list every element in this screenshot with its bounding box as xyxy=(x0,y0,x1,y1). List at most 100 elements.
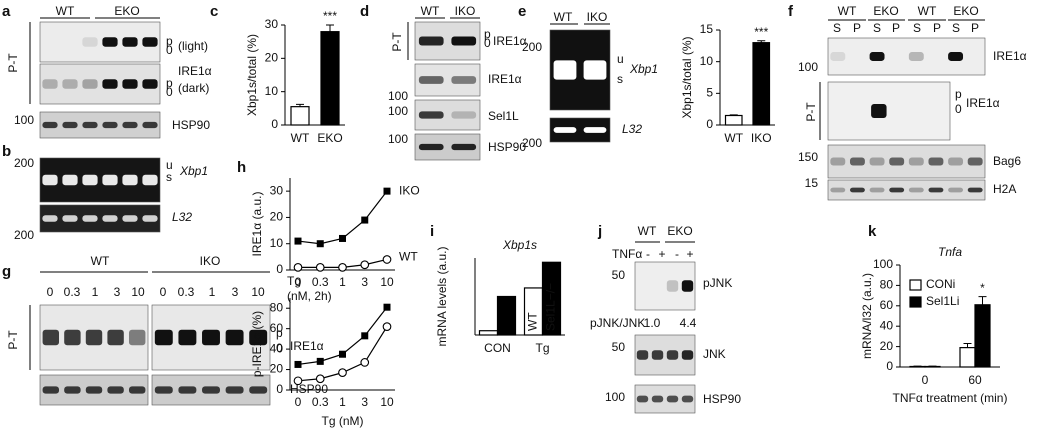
band xyxy=(850,158,865,166)
y-tick-label: 20 xyxy=(265,51,279,65)
blot-label: P-T xyxy=(6,330,20,350)
marker xyxy=(339,351,346,358)
band xyxy=(968,158,983,166)
blot-label: WT xyxy=(554,10,573,24)
blot-label: L32 xyxy=(622,122,642,136)
band xyxy=(830,188,845,193)
blot-label: 100 xyxy=(14,113,34,127)
blot-label: P-T xyxy=(390,32,404,52)
panel-letter: j xyxy=(597,223,602,240)
y-tick-label: 10 xyxy=(700,54,714,68)
band xyxy=(830,158,845,166)
band xyxy=(122,122,137,128)
bar xyxy=(753,43,770,125)
blot-label: Sel1L xyxy=(488,109,519,123)
marker xyxy=(383,256,391,264)
blot-label: 50 xyxy=(612,268,626,282)
blot-label: 100 xyxy=(388,104,408,118)
legend-swatch xyxy=(910,280,921,290)
x-tick-label: CON xyxy=(484,341,511,355)
y-axis-label: mRNA/l32 (a.u.) xyxy=(860,273,874,359)
band xyxy=(889,188,904,193)
error-bar xyxy=(326,25,334,32)
band xyxy=(889,158,904,166)
band xyxy=(948,188,963,193)
error-bar xyxy=(979,297,987,305)
blot-label: TNFα xyxy=(612,247,642,261)
blot-label: 0 xyxy=(166,85,173,99)
blot-label: IRE1α xyxy=(178,64,212,78)
band xyxy=(682,280,693,292)
x-tick-label: Tg xyxy=(535,341,549,355)
band xyxy=(142,175,157,186)
band xyxy=(82,122,97,128)
y-tick-label: 0 xyxy=(886,359,893,373)
band xyxy=(419,36,444,45)
blot-label: pJNK/JNK xyxy=(590,316,645,330)
band xyxy=(82,79,97,89)
blot-label: 1 xyxy=(209,285,216,299)
blot-label: (dark) xyxy=(178,81,209,95)
blot-label: HSP90 xyxy=(172,118,210,132)
band xyxy=(42,215,57,221)
blot-label: u xyxy=(617,52,624,66)
blot-label: IKO xyxy=(200,254,221,268)
y-tick-label: 15 xyxy=(700,22,714,36)
annotation: * xyxy=(980,281,985,295)
blot-label: IRE1α xyxy=(966,96,1000,110)
error-bar xyxy=(964,344,972,348)
x-tick-label: 0 xyxy=(295,395,302,409)
annotation: *** xyxy=(323,9,337,23)
bar xyxy=(321,32,339,125)
band xyxy=(667,280,678,292)
y-axis-label: Xbp1s/total (%) xyxy=(680,36,694,118)
series-label: IKO xyxy=(399,183,420,197)
blot-label: 0.3 xyxy=(64,285,81,299)
blot-label: 200 xyxy=(14,228,34,242)
band xyxy=(202,386,220,393)
panel-letter: e xyxy=(518,3,526,20)
x-tick-label: 0 xyxy=(922,373,929,387)
chart-title: Tnfa xyxy=(938,245,962,259)
blot-label: H2A xyxy=(993,182,1016,196)
marker xyxy=(339,369,347,377)
panel-letter: a xyxy=(2,3,11,20)
blot-label: 0 xyxy=(166,43,173,57)
band xyxy=(928,188,943,193)
blot-label: 0 xyxy=(47,285,54,299)
annotation: *** xyxy=(754,25,768,39)
x-tick-label: 10 xyxy=(380,395,394,409)
band xyxy=(122,79,137,89)
band xyxy=(451,111,476,118)
x-tick-label: WT xyxy=(291,131,310,145)
blot-label: P xyxy=(971,21,979,35)
band xyxy=(62,122,77,128)
blot-label: IKO xyxy=(455,4,476,18)
band xyxy=(909,52,924,61)
band xyxy=(584,127,607,133)
band xyxy=(142,37,157,47)
band xyxy=(82,215,97,221)
panel-letter: h xyxy=(237,159,246,176)
marker xyxy=(295,361,302,368)
panel-letter: k xyxy=(868,223,877,240)
band xyxy=(122,215,137,221)
legend-label: Sel1L−/− xyxy=(544,283,558,331)
marker xyxy=(294,264,302,272)
panel-letter: i xyxy=(430,223,434,240)
blot-label: 1 xyxy=(92,285,99,299)
band xyxy=(226,330,244,346)
y-tick-label: 10 xyxy=(265,84,279,98)
marker xyxy=(361,261,369,269)
y-tick-label: 80 xyxy=(270,300,284,314)
band xyxy=(870,158,885,166)
chart-title: Xbp1s xyxy=(502,238,537,252)
y-tick-label: 0 xyxy=(706,117,713,131)
y-axis-label: p-IRE1α (%) xyxy=(250,311,264,377)
blot-label: 0 xyxy=(955,102,962,116)
blot-label: S xyxy=(873,21,881,35)
band xyxy=(419,111,444,118)
blot-label: s xyxy=(617,72,623,86)
blot xyxy=(40,64,160,104)
